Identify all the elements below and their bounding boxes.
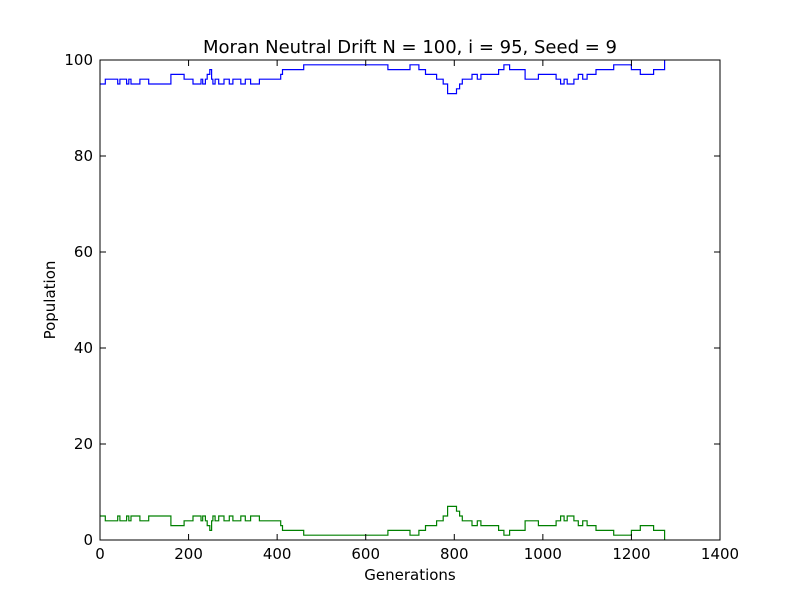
y-axis-label: Population [41,261,59,340]
plot-frame [99,59,721,541]
y-tick-label: 100 [64,51,93,69]
chart-title: Moran Neutral Drift N = 100, i = 95, See… [203,37,617,58]
x-tick-label: 800 [440,545,469,563]
y-tick-label: 80 [74,147,93,165]
x-tick-label: 0 [95,545,105,563]
series-line-1 [100,60,666,95]
x-tick-label: 1400 [701,545,739,563]
x-axis-label: Generations [364,566,456,584]
plot-lines [100,60,666,540]
x-tick-label: 600 [351,545,380,563]
x-tick-label: 200 [174,545,203,563]
y-tick-label: 40 [74,339,93,357]
x-tick-label: 1000 [524,545,562,563]
series-line-2 [100,505,666,540]
x-tick-label: 1200 [612,545,650,563]
x-tick-label: 400 [263,545,292,563]
y-tick-label: 20 [74,435,93,453]
y-tick-label: 60 [74,243,93,261]
y-tick-label: 0 [83,531,93,549]
axis-ticks: 0 200 400 600 800 1000 1200 1400 0 20 40 60 80 100 [64,51,739,563]
